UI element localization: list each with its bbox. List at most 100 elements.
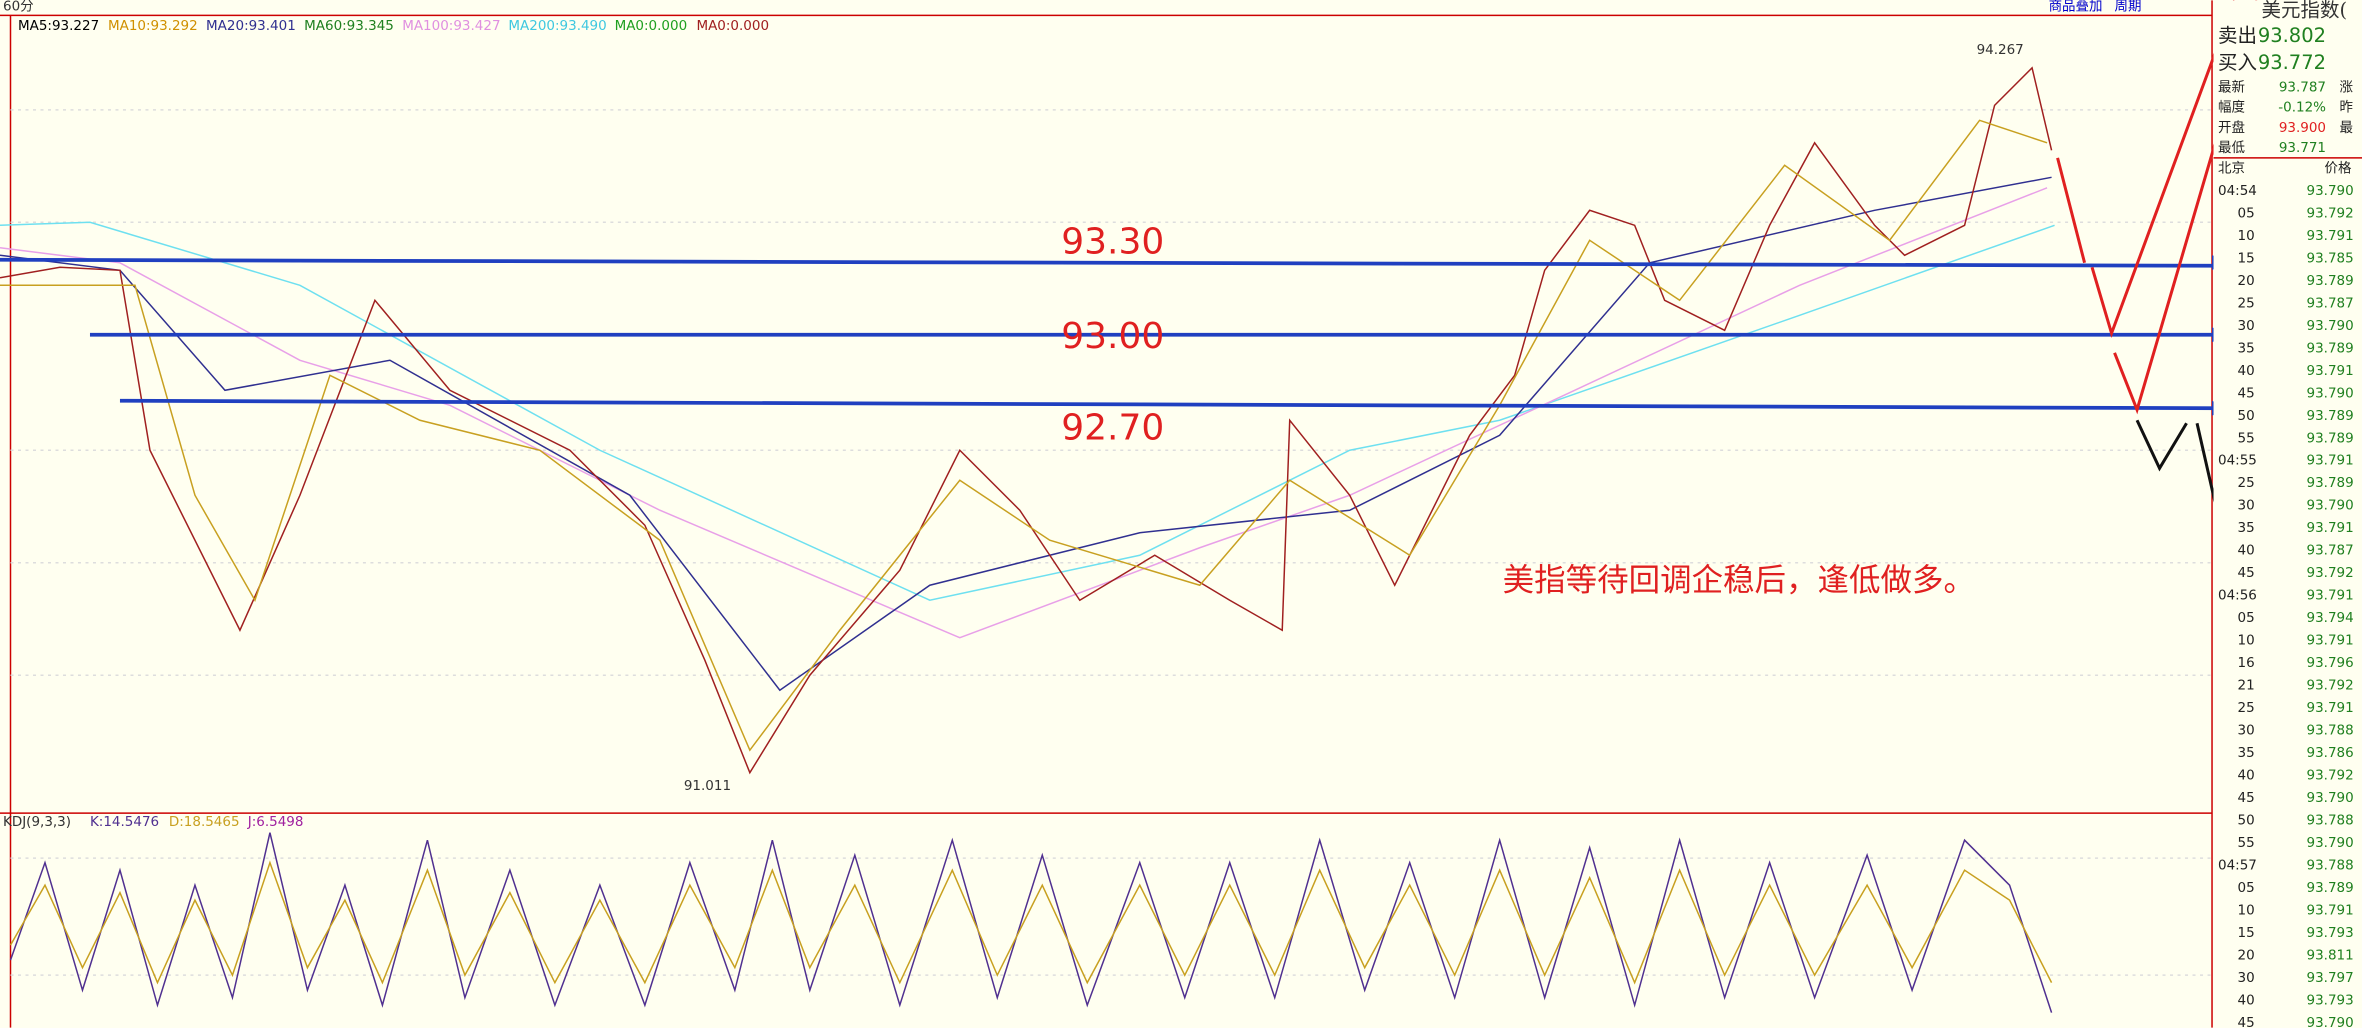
tick-time: 40 [2238, 768, 2255, 784]
tick-time: 10 [2238, 633, 2255, 649]
tick-price: 93.790 [2307, 1015, 2354, 1028]
tick-time: 05 [2238, 880, 2255, 896]
quote-value: 93.900 [2279, 120, 2326, 136]
tick-time: 40 [2238, 993, 2255, 1009]
tick-price: 93.790 [2307, 790, 2354, 806]
tick-price: 93.789 [2307, 340, 2354, 356]
tick-time: 55 [2238, 430, 2255, 446]
tick-price: 93.790 [2307, 183, 2354, 199]
ma-label: MA5:93.227 [18, 18, 99, 34]
tick-time: 04:54 [2218, 183, 2257, 199]
link[interactable]: 商品叠加 [2049, 0, 2103, 14]
level-label: 93.30 [1061, 221, 1164, 262]
quote-value: 93.787 [2279, 79, 2326, 95]
tick-price: 93.788 [2307, 813, 2354, 829]
quote-side: 昨 [2340, 100, 2354, 116]
kdj-lines [9, 832, 2053, 1013]
quote-key: 买入 [2218, 51, 2257, 74]
kdj-label: KDJ(9,3,3) [3, 814, 71, 830]
tick-price: 93.789 [2307, 475, 2354, 491]
tick-price: 93.791 [2307, 453, 2354, 469]
tick-price: 93.791 [2307, 228, 2354, 244]
tick-price: 93.791 [2307, 588, 2354, 604]
tick-price: 93.790 [2307, 498, 2354, 514]
quote-key: 最新 [2218, 79, 2245, 95]
tick-time: 21 [2238, 678, 2255, 694]
kdj-legend: KDJ(9,3,3) K:14.5476 D:18.5465 J:6.5498 [3, 814, 303, 830]
tick-time: 05 [2238, 205, 2255, 221]
level-lines [0, 257, 2228, 411]
ma-label: MA60:93.345 [304, 18, 394, 34]
tick-price: 93.788 [2307, 723, 2354, 739]
ma-label: MA20:93.401 [206, 18, 296, 34]
tick-time: 35 [2238, 520, 2255, 536]
tick-time: 30 [2238, 723, 2255, 739]
tick-price: 93.789 [2307, 880, 2354, 896]
tick-time: 05 [2238, 610, 2255, 626]
tick-price: 93.788 [2307, 858, 2354, 874]
tick-time: 40 [2238, 543, 2255, 559]
tick-time: 45 [2238, 385, 2255, 401]
period[interactable]: 60分 [3, 0, 34, 14]
tick-price: 93.789 [2307, 273, 2354, 289]
quote-panel [2213, 0, 2362, 1028]
tick-time: 04:57 [2218, 858, 2257, 874]
tick-time: 16 [2238, 655, 2255, 671]
link[interactable]: 周期 [2115, 0, 2142, 14]
tick-time: 15 [2238, 250, 2255, 266]
tick-time: 40 [2238, 363, 2255, 379]
tick-price: 93.793 [2307, 993, 2354, 1009]
tick-time: 30 [2238, 970, 2255, 986]
high-label: 94.267 [1977, 42, 2024, 58]
quote-key: 幅度 [2218, 100, 2245, 116]
tick-price: 93.797 [2307, 970, 2354, 986]
tick-price: 93.787 [2307, 543, 2354, 559]
tick-time: 15 [2238, 925, 2255, 941]
tick-price: 93.796 [2307, 655, 2354, 671]
tick-time: 30 [2238, 318, 2255, 334]
tick-time: 10 [2238, 228, 2255, 244]
tick-price: 93.792 [2307, 678, 2354, 694]
tick-time: 50 [2238, 813, 2255, 829]
tick-price: 93.789 [2307, 430, 2354, 446]
tick-time: 04:56 [2218, 588, 2257, 604]
tick-time: 35 [2238, 340, 2255, 356]
tick-price: 93.789 [2307, 408, 2354, 424]
ma-label: MA10:93.292 [108, 18, 198, 34]
quote-key: 卖出 [2218, 24, 2257, 47]
tick-price: 93.794 [2307, 610, 2354, 626]
tick-price: 93.791 [2307, 700, 2354, 716]
tick-time: 20 [2238, 948, 2255, 964]
tick-price: 93.792 [2307, 205, 2354, 221]
tick-price: 93.793 [2307, 925, 2354, 941]
tick-time: 30 [2238, 498, 2255, 514]
ma-label: MA0:0.000 [696, 18, 769, 34]
quote-side: 涨 [2340, 79, 2354, 95]
tick-time: 45 [2238, 565, 2255, 581]
quote-value: -0.12% [2278, 100, 2326, 116]
quote-key: 开盘 [2218, 119, 2245, 136]
kdj-label: K:14.5476 [90, 814, 159, 830]
tick-header: 价格 [2325, 160, 2352, 176]
tick-price: 93.790 [2307, 318, 2354, 334]
tick-time: 10 [2238, 903, 2255, 919]
tick-time: 50 [2238, 408, 2255, 424]
tick-time: 04:55 [2218, 453, 2257, 469]
tick-price: 93.792 [2307, 768, 2354, 784]
quote-key: 最低 [2218, 140, 2245, 156]
tick-price: 93.791 [2307, 633, 2354, 649]
quote-value: 93.802 [2258, 24, 2326, 47]
tick-price: 93.785 [2307, 250, 2354, 266]
tick-time: 20 [2238, 273, 2255, 289]
ma-legend: MA5:93.227 MA10:93.292 MA20:93.401 MA60:93.… [18, 18, 769, 34]
tick-price: 93.792 [2307, 565, 2354, 581]
ma-label: MA0:0.000 [615, 18, 688, 34]
tick-price: 93.791 [2307, 520, 2354, 536]
tick-time: 55 [2238, 835, 2255, 851]
tick-time: 45 [2238, 1015, 2255, 1028]
kdj-label: J:6.5498 [247, 814, 304, 830]
